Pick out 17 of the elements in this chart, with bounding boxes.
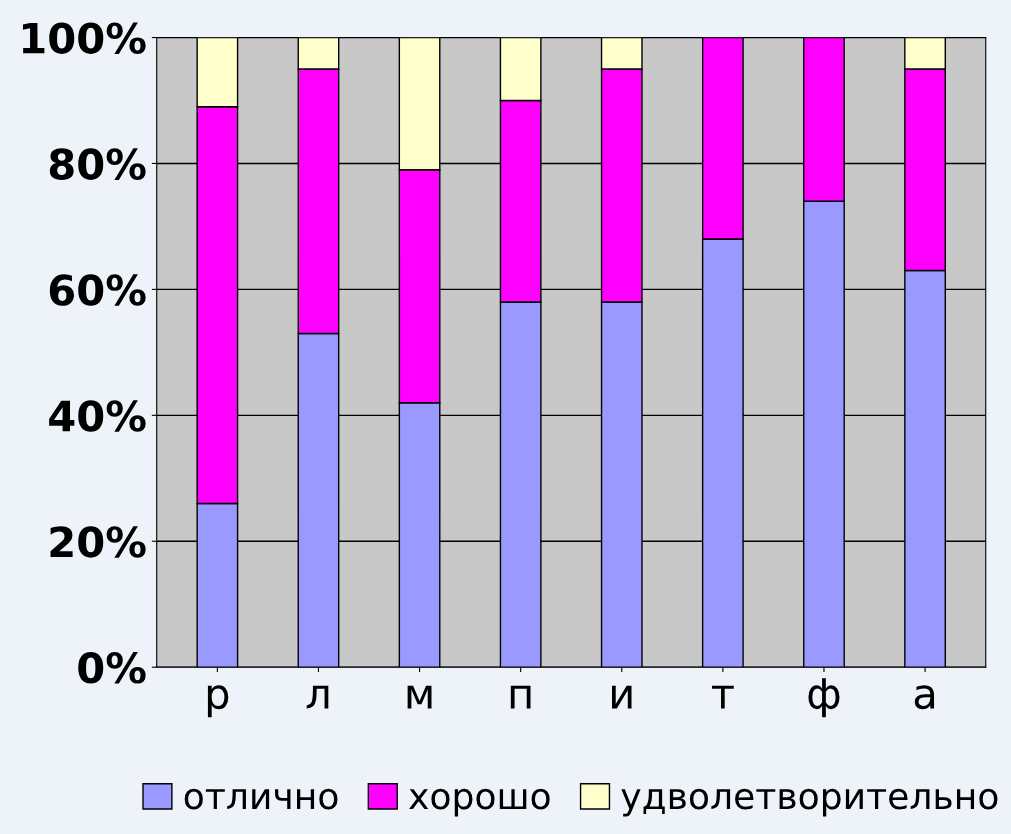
legend-label: хорошо	[409, 788, 550, 817]
x-tick-label: а	[914, 685, 935, 710]
y-tick-label: 40%	[49, 400, 146, 432]
legend-label: удволетворительно	[621, 788, 998, 817]
y-tick-label: 100%	[22, 22, 146, 54]
y-tick-label: 20%	[50, 526, 146, 558]
x-tick-label: п	[510, 685, 531, 709]
x-tick-label: и	[612, 685, 632, 709]
y-tick-label: 60%	[49, 274, 146, 306]
x-tick-label: л	[306, 685, 329, 709]
legend-label: отлично	[184, 788, 338, 810]
x-tick-label: т	[711, 685, 734, 709]
x-tick-label: м	[407, 685, 432, 709]
y-tick-label: 80%	[49, 148, 146, 180]
y-tick-label: 0%	[78, 652, 146, 684]
x-tick-label: ф	[808, 678, 840, 718]
x-tick-label: р	[207, 685, 229, 718]
